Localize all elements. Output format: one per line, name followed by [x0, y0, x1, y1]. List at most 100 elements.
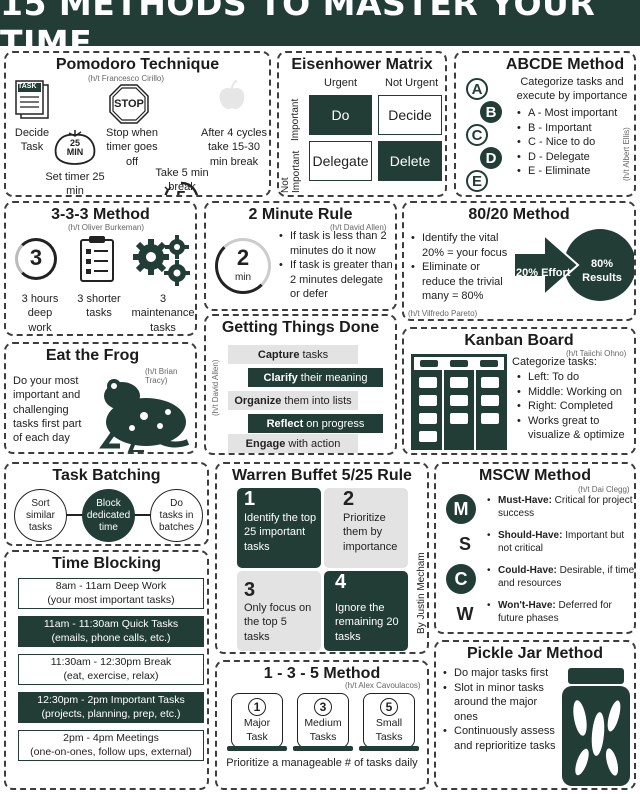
mscw-panel: MSCW Method (h/t Dai Clegg) M S C W Must… [434, 462, 636, 634]
pareto-panel: 80/20 Method Identify the vital 20% = yo… [402, 201, 636, 321]
delete-quadrant: Delete [378, 141, 442, 181]
gtd-step-bold: Capture [257, 348, 300, 361]
pickle-item: Continuously assess and reprioritize tas… [442, 724, 562, 753]
piece-num: 2 [343, 488, 355, 510]
letter-b: B [480, 101, 502, 123]
kanban-intro: Categorize tasks: [512, 356, 597, 368]
three33-panel: 3-3-3 Method (h/t Oliver Burkeman) 3 3 h… [4, 201, 197, 336]
one35-label: Major Task [243, 717, 271, 743]
important-label: Important [290, 98, 301, 141]
gtd-step-capture: Capture tasks [228, 345, 358, 364]
mscw-item-rest: Deferred for future phases [498, 600, 612, 625]
abcde-credit: (h/t Albert Ellis) [622, 127, 631, 181]
gtd-step-bold: Engage [245, 437, 286, 450]
time-blocking-panel: Time Blocking 8am - 11am Deep Work (your … [4, 550, 209, 790]
three33-col1: 3 hours deep work [21, 293, 59, 334]
time-block: 2pm - 4pm Meetings (one-on-ones, follow u… [18, 730, 204, 761]
gtd-step-rest: tasks [302, 348, 329, 361]
pomodoro-after-4: After 4 cycles take 15-30 min break [200, 127, 268, 168]
not-important-label: Not Important [280, 150, 302, 193]
gears-icon [133, 235, 190, 286]
clock-num: 2 [236, 245, 250, 270]
abcde-item: B - Important [516, 121, 634, 136]
mscw-letter-m: M [446, 494, 476, 524]
stop-icon-label: STOP [114, 98, 144, 110]
page-title: 15 METHODS TO MASTER YOUR TIME [0, 0, 640, 62]
mscw-letter-c: C [446, 564, 476, 594]
letter-e: E [466, 170, 488, 192]
one35-label: Small Tasks [375, 717, 403, 743]
kanban-item: Works great to visualize & optimize [516, 414, 634, 443]
five-icon-label: 5 [162, 187, 200, 195]
kanban-title: Kanban Board [464, 332, 574, 349]
pickle-title: Pickle Jar Method [466, 645, 604, 662]
time-blocking-title: Time Blocking [51, 555, 162, 572]
urgent-label: Urgent [324, 77, 358, 89]
piece-num: 3 [244, 579, 256, 601]
piece-text: Ignore the remaining 20 tasks [335, 602, 399, 643]
pareto-item: Eliminate or reduce the trivial many = 8… [410, 260, 514, 304]
kanban-item: Middle: Working on [516, 385, 634, 400]
one35-card-base [359, 746, 419, 751]
checklist-icon [80, 236, 114, 282]
pomodoro-decide: Decide Task [14, 127, 50, 154]
one35-card-base [227, 746, 287, 751]
pareto-effort: 20% Effort [516, 267, 571, 279]
gtd-step-organize: Organize them into lists [228, 391, 358, 410]
one35-footer: Prioritize a manageable # of tasks daily [226, 757, 418, 769]
abcde-panel: ABCDE Method Categorize tasks and execut… [454, 51, 636, 197]
three33-col3: 3 maintenance tasks [131, 293, 195, 334]
pareto-list: Identify the vital 20% = your focus Elim… [410, 231, 514, 304]
time-block-line2: (one-on-ones, follow ups, external) [30, 745, 192, 758]
mscw-item-bold: Could-Have: [498, 565, 557, 576]
gtd-title: Getting Things Done [221, 319, 380, 336]
pareto-item: Identify the vital 20% = your focus [410, 231, 514, 260]
abcde-item: E - Eliminate [516, 164, 634, 179]
time-block: 8am - 11am Deep Work (your most important… [18, 578, 204, 609]
time-block-line1: 8am - 11am Deep Work [55, 580, 167, 593]
clock-unit: min [234, 272, 252, 283]
two-minute-title: 2 Minute Rule [248, 206, 353, 223]
gtd-step-bold: Clarify [263, 371, 298, 384]
mscw-letter-s: S [450, 529, 480, 559]
frog-title: Eat the Frog [45, 347, 140, 364]
letter-c: C [466, 124, 488, 146]
abcde-item: C - Nice to do [516, 135, 634, 150]
one35-num-5: 5 [380, 698, 398, 716]
three-hours-clock [15, 238, 57, 280]
kanban-board-icon [411, 354, 507, 450]
pareto-results: 80% Results [582, 258, 622, 285]
pomodoro-stop-when: Stop when timer goes off [106, 127, 158, 168]
mscw-item-rest: Important but not critical [498, 530, 625, 555]
stop-sign-icon [109, 84, 149, 124]
kanban-credit: (h/t Taiichi Ohno) [566, 349, 627, 358]
buffett-panel: Warren Buffet 5/25 Rule By Justin Mecham… [215, 462, 429, 654]
mscw-item: Must-Have: Critical for project success [486, 494, 634, 529]
abcde-item: D - Delegate [516, 150, 634, 165]
two-minute-list: If task is less than 2 minutes do it now… [278, 229, 394, 302]
time-block-line1: 2pm - 4pm Meetings [63, 732, 159, 745]
pomodoro-title: Pomodoro Technique [55, 56, 220, 73]
frog-credit: (h/t Brian Tracy) [145, 367, 178, 385]
two-minute-item: If task is less than 2 minutes do it now [278, 229, 394, 258]
tomato-timer-icon [54, 130, 96, 165]
mscw-credit: (h/t Dai Clegg) [578, 485, 630, 494]
pickle-item: Slot in minor tasks around the major one… [442, 681, 562, 725]
time-block: 11am - 11:30am Quick Tasks (emails, phone… [18, 616, 204, 647]
time-block-line2: (eat, exercise, relax) [63, 669, 159, 682]
letter-a: A [466, 78, 488, 100]
gtd-step-engage: Engage with action [228, 434, 358, 453]
two-minute-item: If task is greater than 2 minutes delega… [278, 258, 394, 302]
time-block-line1: 12:30pm - 2pm Important Tasks [37, 694, 185, 707]
gtd-step-bold: Organize [234, 394, 282, 407]
buffett-piece-1 [237, 488, 321, 568]
gtd-step-clarify: Clarify their meaning [248, 368, 383, 387]
not-urgent-label: Not Urgent [385, 77, 439, 89]
time-block: 11:30am - 12:30pm Break (eat, exercise, r… [18, 654, 204, 685]
piece-num: 1 [244, 488, 256, 510]
kanban-panel: Kanban Board (h/t Taiichi Ohno) Categori… [402, 327, 636, 455]
letter-d: D [480, 147, 502, 169]
task-icon-label: TASK [18, 83, 37, 90]
two-minute-clock [215, 238, 271, 294]
kanban-list: Left: To do Middle: Working on Right: Co… [516, 370, 634, 443]
